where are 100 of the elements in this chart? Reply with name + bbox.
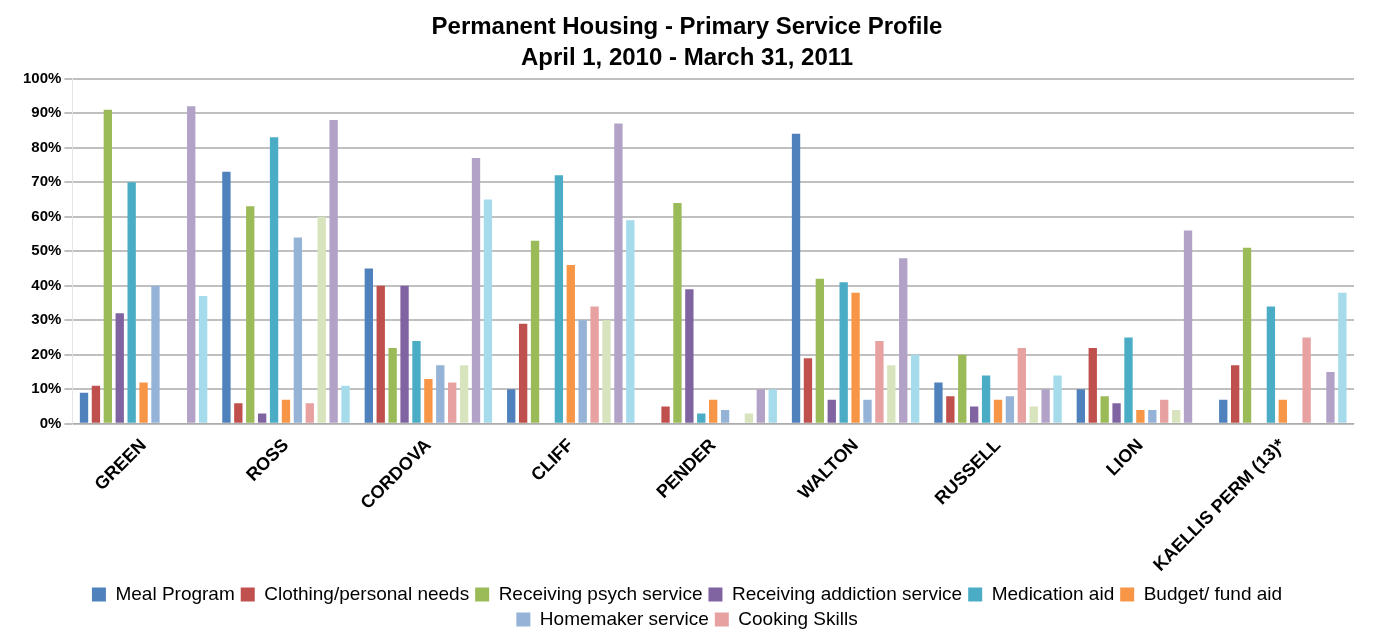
bar bbox=[685, 289, 694, 423]
bar bbox=[364, 268, 373, 423]
bar bbox=[1088, 347, 1097, 423]
y-tick-label: 50% bbox=[31, 241, 62, 259]
bar bbox=[1136, 410, 1145, 423]
bar bbox=[483, 199, 493, 423]
bar bbox=[863, 399, 872, 423]
bar bbox=[887, 365, 896, 423]
bar bbox=[376, 285, 385, 423]
bar bbox=[293, 237, 303, 423]
bar bbox=[661, 406, 670, 423]
chart-title: Permanent Housing - Primary Service Profile bbox=[431, 12, 943, 40]
bar bbox=[827, 399, 836, 423]
y-tick-label: 20% bbox=[31, 344, 62, 362]
bar bbox=[329, 120, 338, 423]
bar bbox=[851, 292, 860, 423]
bar bbox=[899, 258, 908, 423]
bar bbox=[436, 365, 445, 423]
y-tick-label: 90% bbox=[31, 103, 62, 121]
bar bbox=[803, 358, 813, 423]
bar bbox=[709, 399, 718, 423]
y-tick-label: 100% bbox=[22, 68, 62, 86]
bar bbox=[720, 410, 730, 423]
bar bbox=[1338, 292, 1347, 423]
bar bbox=[768, 389, 777, 423]
bar bbox=[246, 206, 255, 423]
bar bbox=[518, 323, 528, 423]
bar bbox=[958, 354, 967, 423]
y-tick-label: 40% bbox=[31, 275, 62, 293]
bar bbox=[257, 413, 267, 423]
bar bbox=[1171, 410, 1181, 423]
bar bbox=[626, 220, 635, 423]
bar bbox=[1148, 410, 1157, 423]
bar bbox=[1112, 403, 1121, 423]
bar bbox=[187, 106, 196, 423]
bar bbox=[1160, 399, 1169, 423]
bar bbox=[566, 265, 575, 423]
bar bbox=[317, 216, 326, 423]
bar bbox=[151, 285, 160, 423]
y-tick-label: 0% bbox=[39, 413, 62, 431]
bar bbox=[281, 399, 291, 423]
legend-label: Cooking Skills bbox=[738, 607, 858, 629]
bar bbox=[614, 123, 623, 423]
legend-label: Receiving psych service bbox=[498, 582, 703, 604]
bar bbox=[1005, 396, 1015, 423]
bar bbox=[1242, 247, 1252, 423]
y-tick-label: 30% bbox=[31, 310, 62, 328]
bar bbox=[127, 182, 136, 423]
bar bbox=[305, 403, 314, 423]
bar bbox=[673, 202, 682, 423]
bar bbox=[139, 382, 148, 423]
bar bbox=[1302, 337, 1311, 423]
bar bbox=[791, 133, 801, 423]
bar bbox=[981, 375, 991, 423]
y-tick-label: 80% bbox=[31, 137, 62, 155]
bar bbox=[459, 365, 469, 423]
y-tick-label: 10% bbox=[31, 379, 62, 397]
legend-label: Receiving addiction service bbox=[731, 582, 963, 604]
bar bbox=[839, 282, 848, 423]
bar bbox=[115, 313, 124, 423]
bar bbox=[697, 413, 706, 423]
chart-subtitle: April 1, 2010 - March 31, 2011 bbox=[520, 42, 854, 70]
bar bbox=[946, 396, 955, 423]
bar bbox=[934, 382, 943, 423]
bar bbox=[1076, 389, 1086, 423]
bar bbox=[400, 285, 409, 423]
bar bbox=[341, 385, 350, 423]
legend-label: Meal Program bbox=[115, 582, 235, 604]
y-tick-label: 70% bbox=[31, 172, 62, 190]
bar bbox=[1017, 347, 1026, 423]
bar bbox=[1029, 406, 1038, 423]
bar bbox=[471, 158, 481, 423]
bar bbox=[744, 413, 754, 423]
bar bbox=[388, 347, 397, 423]
bar bbox=[756, 389, 765, 423]
bar bbox=[1100, 396, 1109, 423]
bar bbox=[1278, 399, 1287, 423]
bar bbox=[875, 340, 884, 423]
bar bbox=[1041, 389, 1050, 423]
bar bbox=[91, 385, 101, 423]
bar bbox=[1183, 230, 1193, 423]
bar bbox=[602, 320, 611, 423]
bar bbox=[970, 406, 979, 423]
bar bbox=[815, 278, 825, 423]
bar bbox=[198, 296, 208, 423]
legend-label: Medication aid bbox=[991, 582, 1115, 604]
bar bbox=[910, 354, 920, 423]
bar bbox=[448, 382, 457, 423]
bar bbox=[507, 389, 516, 423]
bar bbox=[1053, 375, 1062, 423]
bar bbox=[103, 109, 112, 423]
legend-label: Clothing/personal needs bbox=[264, 582, 470, 604]
legend-label: Homemaker service bbox=[539, 607, 709, 629]
bar bbox=[79, 392, 89, 423]
bar bbox=[412, 340, 421, 423]
bar bbox=[1124, 337, 1133, 423]
bar bbox=[530, 240, 540, 423]
bar bbox=[1230, 365, 1240, 423]
bar bbox=[1219, 399, 1228, 423]
bar bbox=[424, 378, 433, 423]
